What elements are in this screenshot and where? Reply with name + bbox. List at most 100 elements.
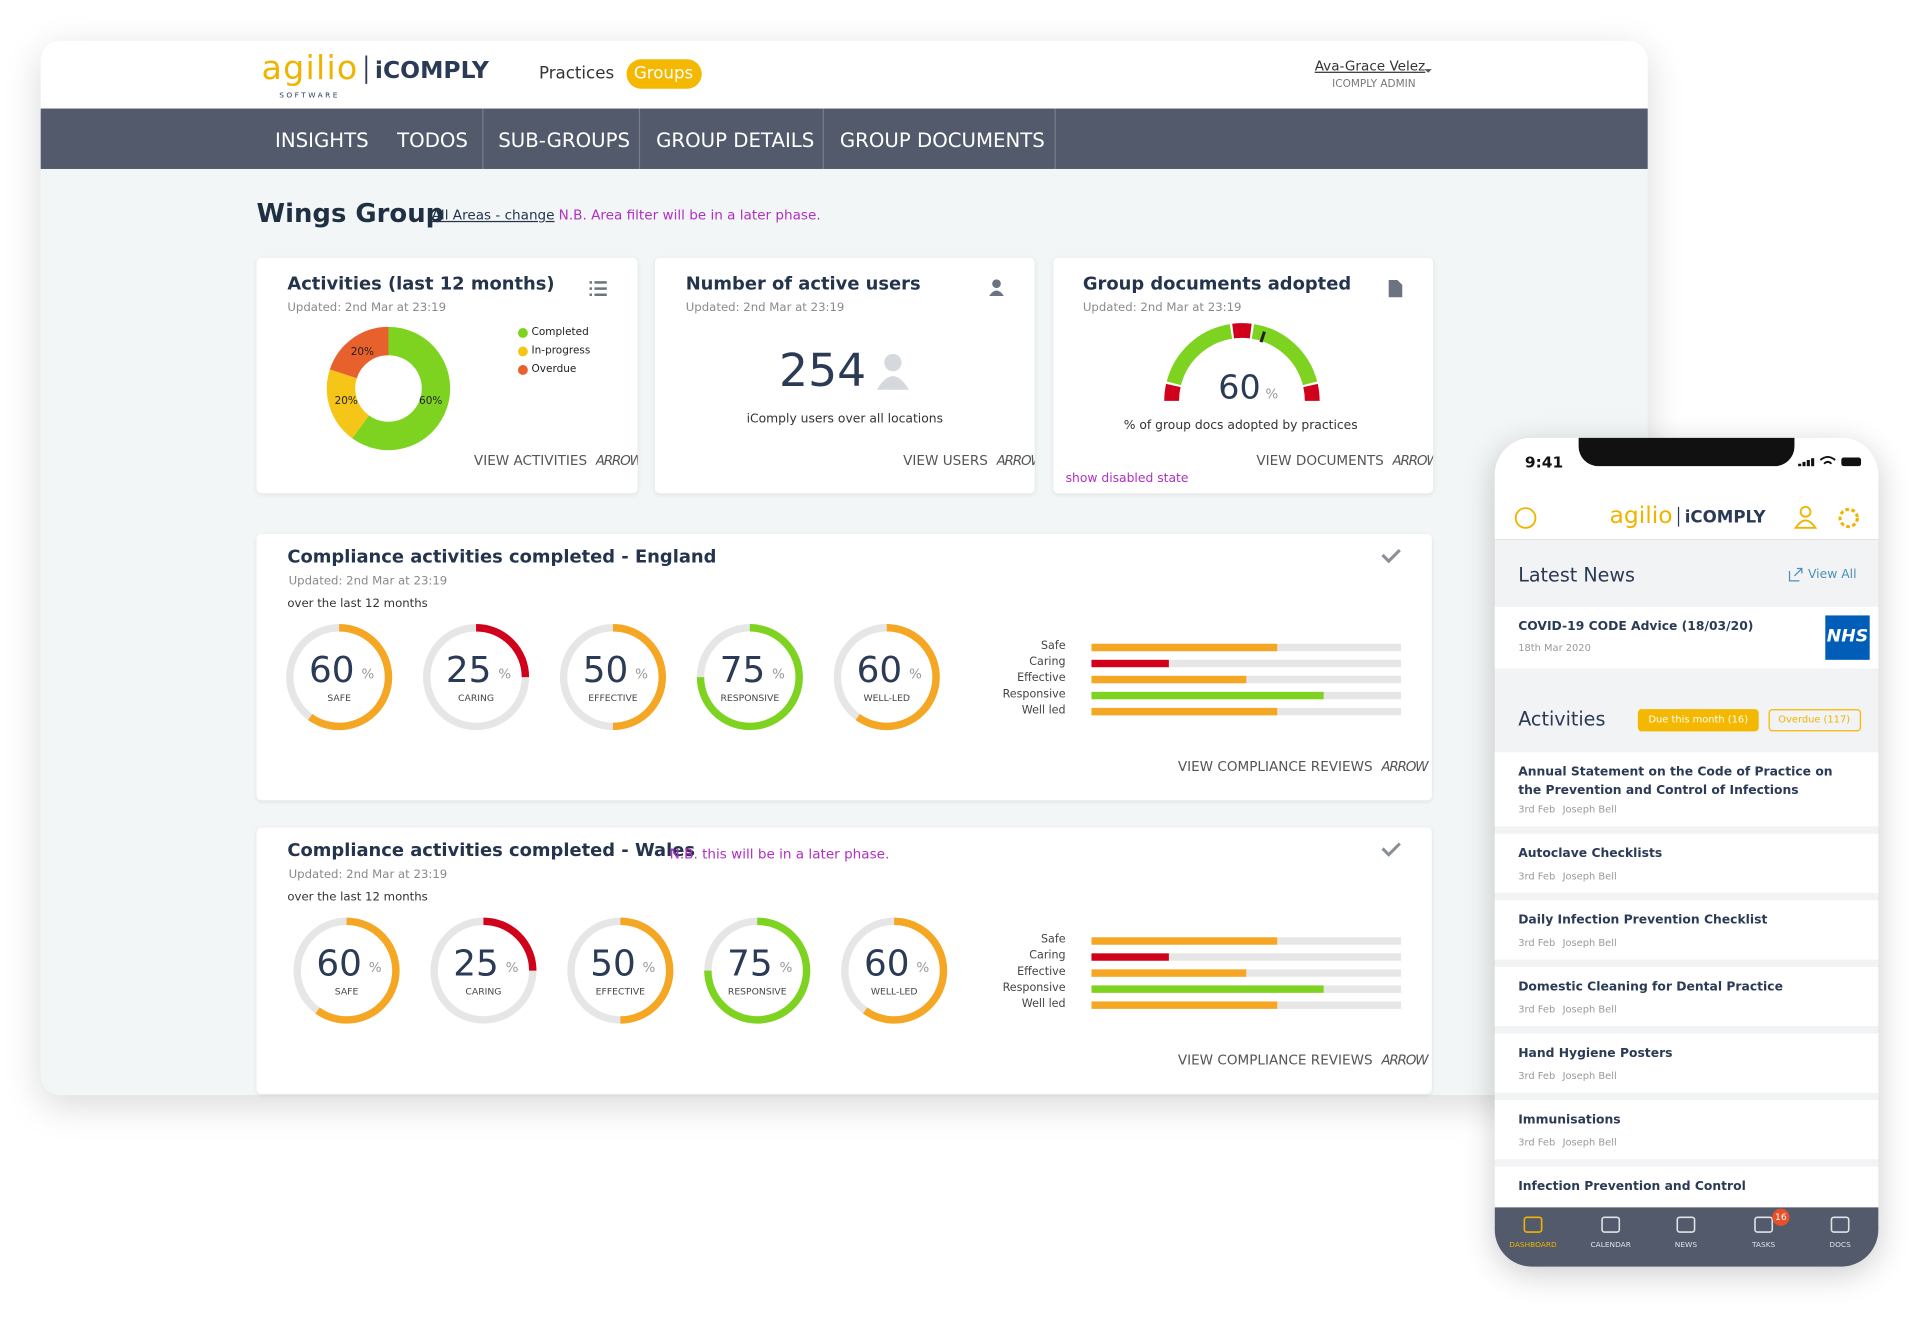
activity-title[interactable]: Annual Statement on the Code of Practice… <box>1518 765 1833 798</box>
tab[interactable]: GROUP DETAILS <box>656 128 815 152</box>
news-item[interactable] <box>1494 606 1879 669</box>
filter-label[interactable]: Overdue (117) <box>1778 714 1851 726</box>
tab[interactable]: INSIGHTS <box>275 128 369 152</box>
profile-icon <box>1799 505 1812 518</box>
filter-link[interactable]: All Areas - change <box>431 207 555 224</box>
view-link[interactable]: VIEW DOCUMENTS <box>1256 452 1384 469</box>
ring-value <box>612 624 666 731</box>
groups-pill <box>626 59 702 89</box>
legend-label: In-progress <box>531 344 591 358</box>
unit: % <box>916 959 930 976</box>
bar-label: Effective <box>1017 966 1066 979</box>
user-name[interactable]: Ava-Grace Velez <box>1314 58 1426 75</box>
tab[interactable]: GROUP DOCUMENTS <box>839 128 1045 152</box>
news-title[interactable]: COVID-19 CODE Advice (18/03/20) <box>1518 620 1754 634</box>
tab-label[interactable]: TASKS <box>1751 1241 1776 1250</box>
person-icon <box>884 353 902 372</box>
filter-overdue[interactable] <box>1768 709 1862 732</box>
bar <box>1091 953 1169 961</box>
nav-link[interactable]: Groups <box>633 63 694 84</box>
nav-link[interactable]: Practices <box>538 63 615 84</box>
arrow: ARROW <box>1381 1052 1428 1069</box>
gauge-band <box>1164 383 1181 402</box>
card-title: Compliance activities completed - Wales <box>287 841 696 861</box>
activity-item[interactable] <box>1494 900 1879 960</box>
tab[interactable]: SUB-GROUPS <box>498 128 631 152</box>
bar <box>1091 659 1169 668</box>
tab-icon <box>1830 1216 1850 1233</box>
donut-segment <box>352 326 451 451</box>
help-icon <box>1514 507 1537 529</box>
person-icon <box>876 376 909 390</box>
view-all[interactable]: View All <box>1808 568 1857 582</box>
activity-title[interactable]: Infection Prevention and Control <box>1518 1180 1746 1194</box>
ring-value <box>704 917 811 1024</box>
list-icon <box>589 281 592 284</box>
tab-label[interactable]: CALENDAR <box>1590 1241 1631 1250</box>
card-title: Compliance activities completed - Englan… <box>287 547 717 568</box>
filter-label[interactable]: Due this month (16) <box>1648 714 1749 726</box>
filter-due[interactable] <box>1637 709 1759 732</box>
activity-title[interactable]: Hand Hygiene Posters <box>1518 1047 1673 1061</box>
ring-label: RESPONSIVE <box>727 985 787 997</box>
updated: Updated: 2nd Mar at 23:19 <box>288 868 448 882</box>
users-card <box>654 257 1035 494</box>
bar <box>1091 691 1324 700</box>
unit: % <box>505 959 519 976</box>
logo-tagline: SOFTWARE <box>279 91 340 101</box>
activity-title[interactable]: Immunisations <box>1518 1113 1621 1128</box>
ring-value <box>862 917 948 1024</box>
ring-value-label: 60 <box>856 648 903 691</box>
card-title: Number of active users <box>685 274 921 295</box>
bar <box>1091 707 1278 716</box>
gauge-band <box>1251 324 1318 386</box>
ring-value <box>307 624 393 731</box>
caption: iComply users over all locations <box>746 412 944 427</box>
unit: % <box>908 666 922 683</box>
activity-item[interactable] <box>1494 752 1879 827</box>
section-title: Latest News <box>1518 564 1636 587</box>
unit: % <box>368 959 382 976</box>
activity-item[interactable] <box>1494 1033 1879 1093</box>
bar <box>1091 675 1247 684</box>
activity-person: Joseph Bell <box>1562 1070 1617 1082</box>
view-link[interactable]: VIEW USERS <box>903 452 988 469</box>
activity-item[interactable] <box>1494 833 1879 893</box>
check-icon <box>1381 548 1401 564</box>
tab-icon <box>1676 1216 1696 1233</box>
unit: % <box>1265 386 1279 403</box>
tab-label[interactable]: DOCS <box>1829 1241 1851 1250</box>
activity-date: 3rd Feb <box>1518 1070 1556 1082</box>
activity-person: Joseph Bell <box>1562 1137 1617 1149</box>
ring-value-label: 25 <box>453 942 499 985</box>
view-link[interactable]: VIEW COMPLIANCE REVIEWS <box>1177 1052 1373 1069</box>
ring-value-label: 50 <box>582 648 629 691</box>
activity-title[interactable]: Domestic Cleaning for Dental Practice <box>1518 980 1783 995</box>
tab-separator <box>482 108 484 169</box>
view-link[interactable]: VIEW ACTIVITIES <box>473 452 588 469</box>
user-icon <box>992 279 1001 288</box>
ring-label: WELL-LED <box>870 985 918 997</box>
activity-item[interactable] <box>1494 966 1879 1027</box>
bar <box>1091 643 1278 652</box>
unit: % <box>498 666 512 683</box>
unit: % <box>361 666 375 683</box>
ring-label: SAFE <box>334 985 359 997</box>
arrow: ARROW <box>595 452 638 469</box>
tab-label[interactable]: DASHBOARD <box>1509 1241 1557 1250</box>
list-icon <box>589 287 592 290</box>
ring-value-label: 60 <box>308 648 355 691</box>
activity-title[interactable]: Autoclave Checklists <box>1518 847 1663 861</box>
view-link[interactable]: VIEW COMPLIANCE REVIEWS <box>1177 758 1373 775</box>
activity-title[interactable]: Daily Infection Prevention Checklist <box>1518 913 1768 928</box>
doc-icon <box>1388 279 1403 298</box>
ring-value <box>483 917 537 971</box>
tab[interactable]: TODOS <box>397 128 468 152</box>
note[interactable]: show disabled state <box>1065 472 1189 486</box>
unit: % <box>635 666 649 683</box>
activity-item[interactable] <box>1494 1100 1879 1160</box>
tab-label[interactable]: NEWS <box>1674 1241 1698 1250</box>
logo-brand: agilio <box>1609 502 1673 530</box>
external-icon <box>1788 567 1803 582</box>
header <box>40 40 1648 109</box>
